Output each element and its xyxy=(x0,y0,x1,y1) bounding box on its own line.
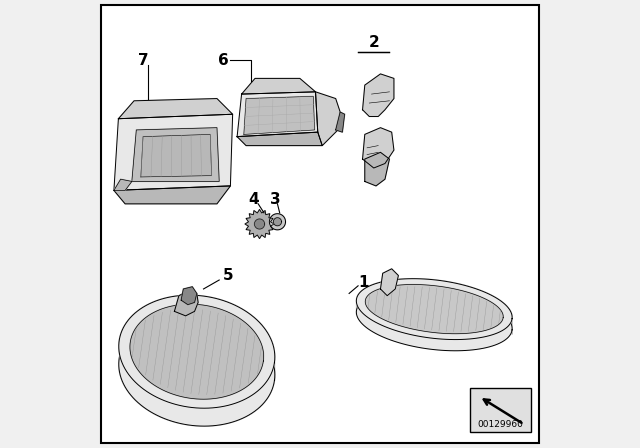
Polygon shape xyxy=(245,209,274,238)
Polygon shape xyxy=(114,114,232,190)
Text: 7: 7 xyxy=(138,53,148,68)
Text: 3: 3 xyxy=(270,192,280,207)
Polygon shape xyxy=(114,179,132,190)
Polygon shape xyxy=(141,134,212,177)
Polygon shape xyxy=(114,186,230,204)
Polygon shape xyxy=(316,92,340,146)
Polygon shape xyxy=(356,290,512,351)
Polygon shape xyxy=(365,284,503,334)
Polygon shape xyxy=(132,128,219,181)
Polygon shape xyxy=(255,219,264,229)
Text: 6: 6 xyxy=(218,53,229,68)
Text: 2: 2 xyxy=(369,35,379,50)
Polygon shape xyxy=(380,269,398,296)
Polygon shape xyxy=(237,92,317,137)
Text: 1: 1 xyxy=(358,275,369,290)
Polygon shape xyxy=(362,74,394,116)
Polygon shape xyxy=(362,128,394,168)
Polygon shape xyxy=(269,214,285,230)
Polygon shape xyxy=(130,304,264,399)
Polygon shape xyxy=(174,291,198,316)
Bar xyxy=(470,388,531,432)
Text: 5: 5 xyxy=(223,268,234,283)
Polygon shape xyxy=(273,218,282,226)
Polygon shape xyxy=(119,295,275,408)
Polygon shape xyxy=(356,279,512,340)
Polygon shape xyxy=(335,112,344,132)
Polygon shape xyxy=(356,279,512,334)
Polygon shape xyxy=(181,287,196,305)
Polygon shape xyxy=(119,295,275,426)
Polygon shape xyxy=(365,152,389,186)
Text: 00129960: 00129960 xyxy=(477,420,524,429)
Polygon shape xyxy=(118,99,232,119)
Polygon shape xyxy=(237,132,323,146)
Polygon shape xyxy=(244,96,315,134)
Polygon shape xyxy=(241,78,316,94)
Polygon shape xyxy=(119,313,275,426)
Text: 4: 4 xyxy=(248,192,259,207)
